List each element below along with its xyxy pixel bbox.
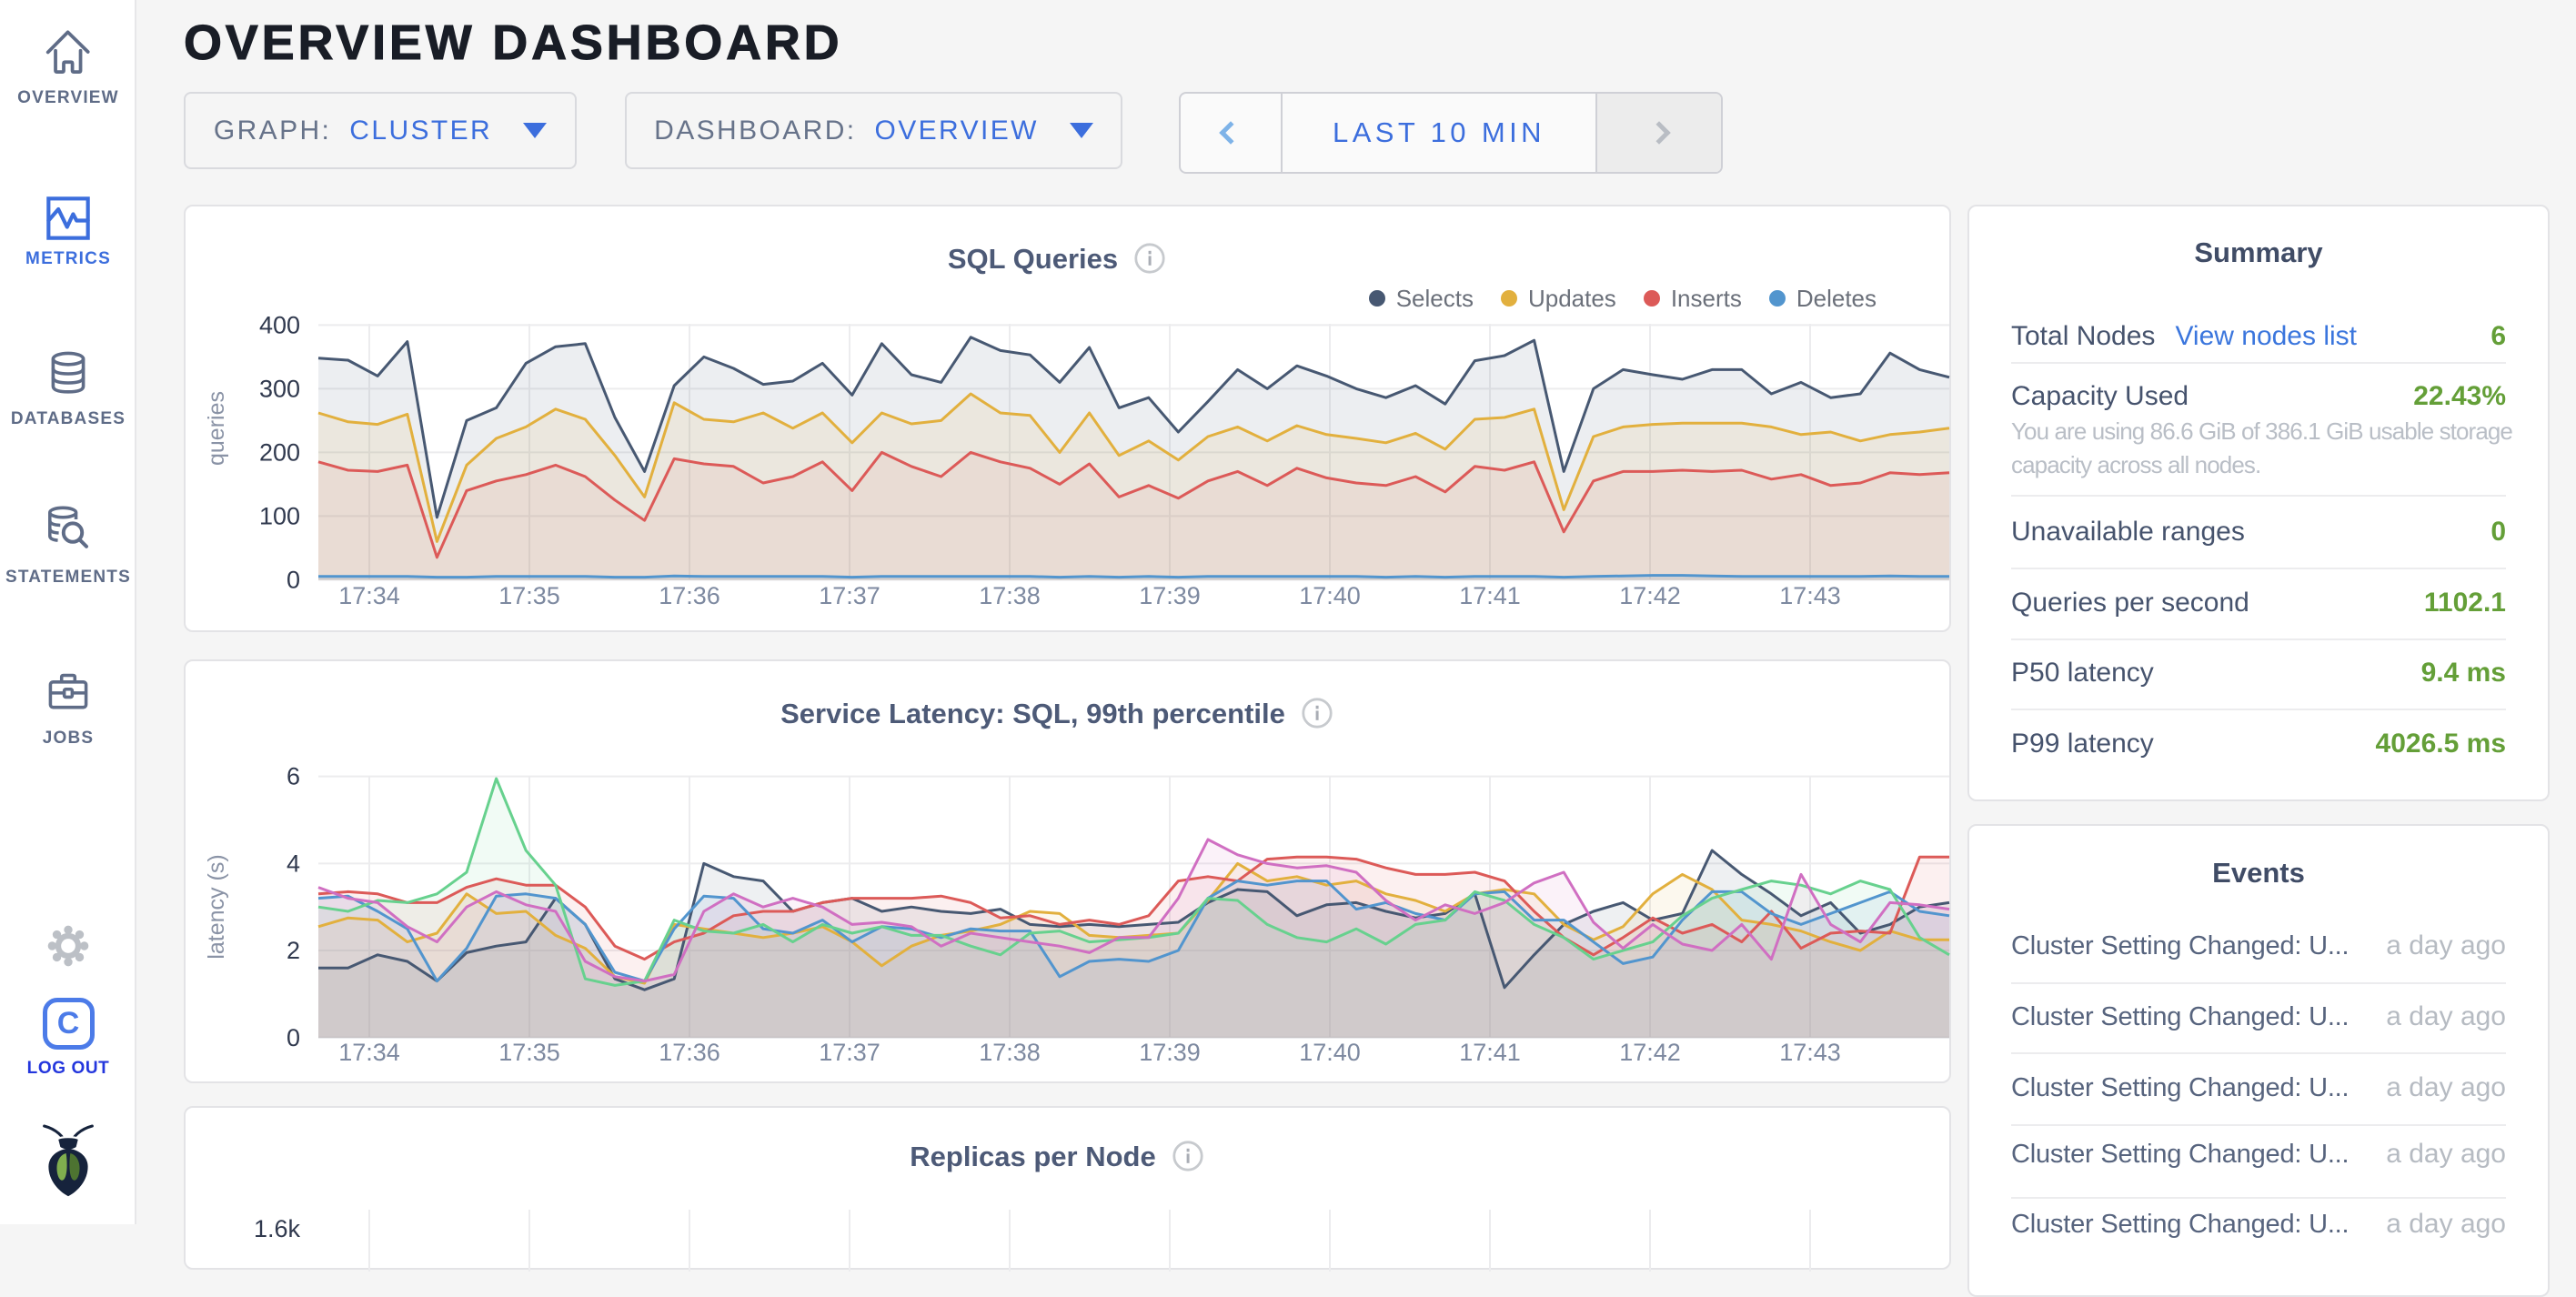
svg-text:4: 4 <box>287 850 300 877</box>
svg-text:0: 0 <box>287 1023 300 1051</box>
svg-text:2: 2 <box>287 937 300 964</box>
svg-text:17:39: 17:39 <box>1139 582 1201 609</box>
svg-text:0: 0 <box>287 566 300 593</box>
svg-text:17:36: 17:36 <box>659 1039 720 1066</box>
svg-text:17:41: 17:41 <box>1459 1039 1521 1066</box>
svg-text:200: 200 <box>259 438 300 466</box>
svg-text:1.6k: 1.6k <box>254 1215 301 1242</box>
svg-text:17:35: 17:35 <box>498 582 560 609</box>
svg-text:17:42: 17:42 <box>1619 582 1681 609</box>
svg-text:17:34: 17:34 <box>338 582 400 609</box>
svg-text:17:39: 17:39 <box>1139 1039 1201 1066</box>
svg-text:17:36: 17:36 <box>659 582 720 609</box>
svg-text:17:38: 17:38 <box>979 1039 1041 1066</box>
svg-text:17:41: 17:41 <box>1459 582 1521 609</box>
svg-text:17:40: 17:40 <box>1299 1039 1361 1066</box>
svg-text:queries: queries <box>204 391 229 466</box>
svg-text:latency (s): latency (s) <box>204 854 229 959</box>
svg-text:100: 100 <box>259 502 300 529</box>
svg-text:17:37: 17:37 <box>819 582 880 609</box>
svg-text:17:40: 17:40 <box>1299 582 1361 609</box>
svg-text:17:43: 17:43 <box>1779 1039 1841 1066</box>
svg-text:17:38: 17:38 <box>979 582 1041 609</box>
svg-text:6: 6 <box>287 762 300 789</box>
svg-text:17:37: 17:37 <box>819 1039 880 1066</box>
svg-text:17:43: 17:43 <box>1779 582 1841 609</box>
svg-text:17:35: 17:35 <box>498 1039 560 1066</box>
svg-text:400: 400 <box>259 311 300 338</box>
svg-text:17:42: 17:42 <box>1619 1039 1681 1066</box>
svg-text:300: 300 <box>259 375 300 402</box>
svg-text:17:34: 17:34 <box>338 1039 400 1066</box>
